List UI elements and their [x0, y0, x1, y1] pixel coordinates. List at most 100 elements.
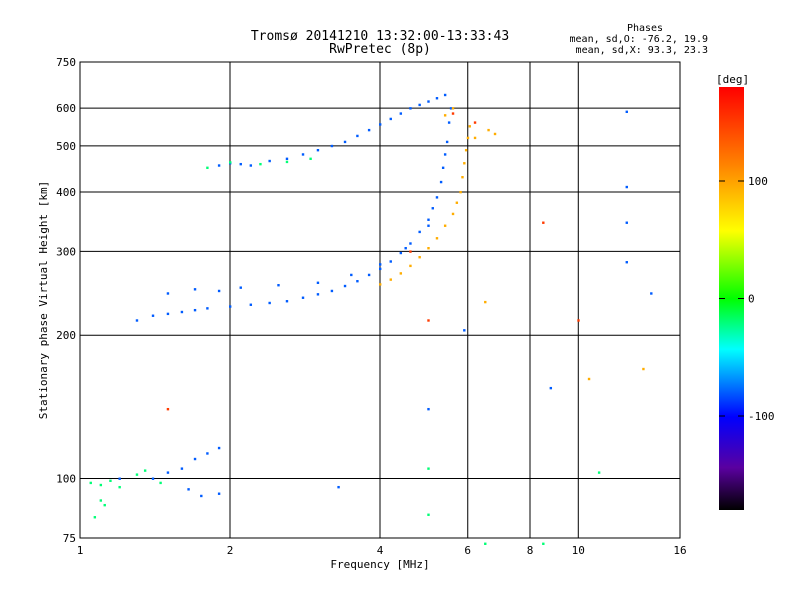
colorbar-tick-label: -100 — [748, 410, 775, 423]
data-point — [542, 542, 545, 545]
data-point — [109, 479, 112, 483]
data-point — [135, 319, 139, 322]
data-point — [409, 107, 412, 110]
chart-subtitle: RwPretec (8p) — [329, 42, 431, 57]
data-point — [443, 224, 447, 227]
x-tick-label: 6 — [464, 544, 471, 557]
data-point — [316, 281, 320, 284]
data-point — [337, 485, 340, 489]
data-point — [193, 457, 197, 461]
data-point — [461, 175, 464, 179]
data-point — [330, 289, 334, 293]
data-point — [379, 123, 382, 126]
data-point — [103, 503, 106, 507]
data-point — [418, 103, 421, 107]
y-axis-label: Stationary phase Virtual Height [km] — [37, 181, 50, 419]
data-point — [427, 100, 430, 103]
data-point — [577, 319, 580, 322]
x-tick-label: 10 — [572, 544, 585, 557]
data-points — [89, 93, 653, 545]
data-point — [418, 230, 421, 234]
data-point — [443, 153, 447, 156]
data-point — [99, 499, 103, 502]
data-point — [409, 264, 412, 268]
data-point — [206, 307, 209, 310]
data-point — [493, 132, 497, 136]
data-point — [473, 121, 477, 124]
data-point — [285, 157, 289, 161]
data-point — [200, 494, 203, 498]
data-point — [487, 128, 490, 132]
data-point — [249, 164, 253, 167]
colorbar-tick-label: 100 — [748, 175, 768, 188]
data-point — [625, 185, 628, 189]
data-point — [427, 513, 430, 516]
data-point — [118, 477, 121, 480]
data-point — [466, 136, 470, 140]
data-point — [135, 473, 139, 476]
data-point — [431, 207, 434, 210]
data-point — [409, 250, 412, 253]
data-point — [389, 117, 392, 121]
data-point — [447, 121, 451, 124]
data-point — [309, 157, 312, 161]
y-tick-label: 600 — [56, 102, 76, 115]
data-point — [473, 136, 477, 140]
data-point — [379, 263, 382, 266]
data-point — [193, 308, 197, 312]
grid-lines — [80, 62, 680, 538]
data-point — [356, 280, 359, 283]
data-point — [93, 516, 97, 519]
data-point — [143, 469, 147, 472]
data-point — [464, 148, 468, 152]
data-point — [350, 273, 353, 277]
data-point — [443, 114, 447, 117]
data-point — [427, 224, 430, 227]
phases-o-stats: mean, sd,O: -76.2, 19.9 — [570, 34, 708, 45]
data-point — [463, 162, 466, 165]
data-point — [404, 247, 407, 250]
colorbar-tick-label: 0 — [748, 293, 755, 306]
data-point — [427, 319, 430, 322]
data-point — [650, 292, 653, 295]
data-point — [549, 386, 553, 390]
y-tick-label: 100 — [56, 473, 76, 486]
data-point — [455, 201, 459, 204]
y-tick-label: 500 — [56, 140, 76, 153]
axis-ticks: 1 2 4 6 8 10 16 75 100 200 300 400 500 600 750 — [56, 56, 687, 557]
x-tick-label: 2 — [227, 544, 234, 557]
data-point — [439, 180, 443, 184]
data-point — [367, 128, 371, 132]
data-point — [217, 492, 221, 495]
data-point — [367, 273, 371, 277]
data-point — [99, 483, 103, 487]
data-point — [206, 166, 209, 169]
data-point — [316, 148, 320, 152]
y-tick-label: 750 — [56, 56, 76, 69]
data-point — [187, 488, 190, 491]
data-point — [443, 93, 447, 97]
x-tick-label: 8 — [527, 544, 534, 557]
chart-title: Tromsø 20141210 13:32:00-13:33:43 — [251, 29, 509, 44]
data-point — [277, 284, 280, 287]
data-point — [441, 166, 445, 169]
data-point — [597, 471, 601, 474]
data-point — [468, 125, 471, 128]
data-point — [379, 283, 382, 286]
data-point — [445, 140, 449, 144]
phases-heading: Phases — [627, 23, 663, 34]
data-point — [542, 221, 545, 224]
data-point — [625, 261, 628, 264]
data-point — [193, 288, 197, 291]
data-point — [285, 300, 289, 303]
data-point — [301, 153, 305, 156]
data-point — [427, 467, 430, 470]
data-point — [427, 407, 430, 411]
data-point — [166, 292, 170, 295]
data-point — [217, 289, 221, 293]
data-point — [180, 467, 184, 470]
data-point — [399, 251, 403, 255]
data-point — [625, 110, 628, 114]
data-point — [435, 196, 439, 199]
data-point — [625, 221, 628, 224]
